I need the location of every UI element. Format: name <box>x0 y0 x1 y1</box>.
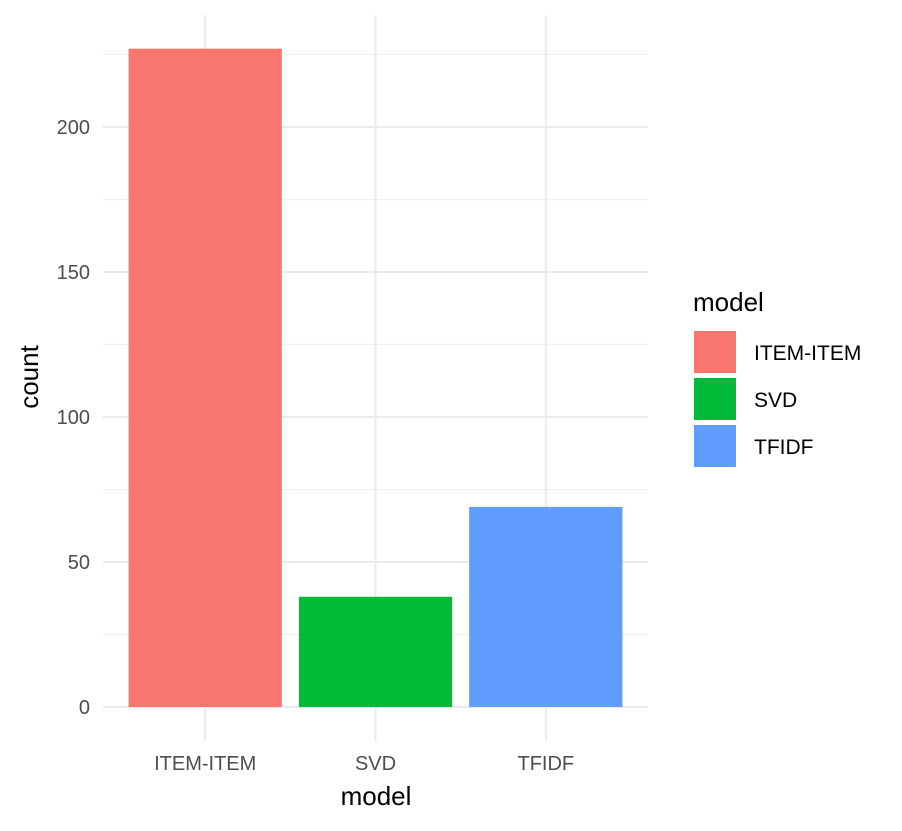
y-tick-label: 200 <box>57 117 90 139</box>
legend-label: ITEM-ITEM <box>754 342 861 365</box>
y-tick-labels: 0 50 100 150 200 <box>57 117 90 719</box>
x-tick-labels: ITEM-ITEM SVD TFIDF <box>154 753 574 775</box>
bars <box>128 48 623 707</box>
legend-swatch <box>694 331 736 373</box>
x-tick-label: TFIDF <box>517 753 574 775</box>
y-tick-label: 0 <box>79 697 90 719</box>
bar-tfidf <box>469 506 623 707</box>
bar-svd <box>298 596 453 707</box>
y-tick-label: 100 <box>57 407 90 429</box>
legend-label: SVD <box>754 389 797 412</box>
legend-title: model <box>693 287 764 317</box>
x-tick-label: SVD <box>355 753 396 775</box>
y-tick-label: 50 <box>68 552 90 574</box>
legend-swatch <box>694 425 736 467</box>
legend-swatch <box>694 378 736 420</box>
x-axis-title: model <box>341 781 412 811</box>
legend: model ITEM-ITEM SVD TFIDF <box>693 287 861 467</box>
x-tick-label: ITEM-ITEM <box>154 753 256 775</box>
y-axis-title: count <box>14 344 44 408</box>
bar-item-item <box>128 48 282 707</box>
legend-label: TFIDF <box>754 436 813 459</box>
y-tick-label: 150 <box>57 262 90 284</box>
